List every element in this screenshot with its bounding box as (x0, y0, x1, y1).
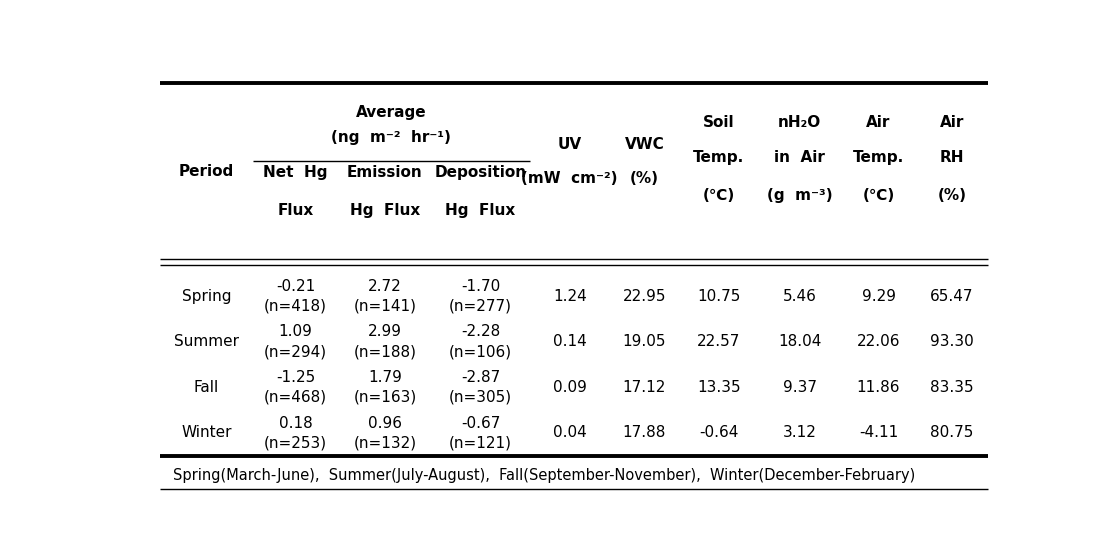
Text: 22.57: 22.57 (698, 334, 741, 349)
Text: (℃): (℃) (703, 189, 735, 203)
Text: UV: UV (558, 137, 582, 152)
Text: 18.04: 18.04 (779, 334, 822, 349)
Text: (℃): (℃) (863, 189, 895, 203)
Text: 2.72
(n=141): 2.72 (n=141) (354, 278, 416, 314)
Text: 1.79
(n=163): 1.79 (n=163) (354, 370, 417, 405)
Text: -1.25
(n=468): -1.25 (n=468) (264, 370, 327, 405)
Text: 9.29: 9.29 (862, 288, 896, 304)
Text: 3.12: 3.12 (783, 426, 816, 440)
Text: (%): (%) (630, 171, 659, 186)
Text: Summer: Summer (174, 334, 238, 349)
Text: 1.24: 1.24 (553, 288, 587, 304)
Text: Average: Average (356, 104, 427, 119)
Text: 1.09
(n=294): 1.09 (n=294) (264, 324, 327, 359)
Text: Temp.: Temp. (853, 150, 904, 165)
Text: -0.64: -0.64 (699, 426, 739, 440)
Text: 65.47: 65.47 (930, 288, 974, 304)
Text: -0.67
(n=121): -0.67 (n=121) (449, 416, 512, 450)
Text: (mW  cm⁻²): (mW cm⁻²) (521, 171, 618, 186)
Text: 80.75: 80.75 (930, 426, 974, 440)
Text: 0.04: 0.04 (553, 426, 587, 440)
Text: -4.11: -4.11 (859, 426, 898, 440)
Text: 5.46: 5.46 (783, 288, 816, 304)
Text: Air: Air (866, 116, 891, 131)
Text: 19.05: 19.05 (622, 334, 667, 349)
Text: (g  m⁻³): (g m⁻³) (767, 189, 833, 203)
Text: -0.21
(n=418): -0.21 (n=418) (264, 278, 327, 314)
Text: -1.70
(n=277): -1.70 (n=277) (449, 278, 512, 314)
Text: -2.87
(n=305): -2.87 (n=305) (449, 370, 512, 405)
Text: 0.96
(n=132): 0.96 (n=132) (354, 416, 417, 450)
Text: 22.95: 22.95 (622, 288, 667, 304)
Text: 9.37: 9.37 (783, 380, 816, 395)
Text: 2.99
(n=188): 2.99 (n=188) (354, 324, 416, 359)
Text: (%): (%) (937, 189, 967, 203)
Text: Soil: Soil (703, 116, 734, 131)
Text: Spring: Spring (182, 288, 231, 304)
Text: Temp.: Temp. (693, 150, 744, 165)
Text: Fall: Fall (194, 380, 218, 395)
Text: 11.86: 11.86 (857, 380, 901, 395)
Text: in  Air: in Air (774, 150, 825, 165)
Text: Period: Period (179, 163, 234, 179)
Text: 93.30: 93.30 (930, 334, 974, 349)
Text: RH: RH (939, 150, 965, 165)
Text: 10.75: 10.75 (698, 288, 741, 304)
Text: 22.06: 22.06 (857, 334, 901, 349)
Text: 83.35: 83.35 (930, 380, 974, 395)
Text: Spring(March-June),  Summer(July-August),  Fall(September-November),  Winter(Dec: Spring(March-June), Summer(July-August),… (173, 469, 915, 483)
Text: (ng  m⁻²  hr⁻¹): (ng m⁻² hr⁻¹) (332, 131, 451, 145)
Text: Hg  Flux: Hg Flux (349, 204, 420, 218)
Text: 0.09: 0.09 (552, 380, 587, 395)
Text: 13.35: 13.35 (698, 380, 741, 395)
Text: -2.28
(n=106): -2.28 (n=106) (449, 324, 512, 359)
Text: 17.12: 17.12 (622, 380, 667, 395)
Text: Flux: Flux (277, 204, 314, 218)
Text: Deposition: Deposition (435, 165, 527, 180)
Text: 17.88: 17.88 (622, 426, 667, 440)
Text: Air: Air (940, 116, 964, 131)
Text: Net  Hg: Net Hg (263, 165, 328, 180)
Text: Winter: Winter (181, 426, 232, 440)
Text: Emission: Emission (347, 165, 423, 180)
Text: 0.14: 0.14 (553, 334, 587, 349)
Text: nH₂O: nH₂O (779, 116, 822, 131)
Text: 0.18
(n=253): 0.18 (n=253) (264, 416, 327, 450)
Text: VWC: VWC (624, 137, 664, 152)
Text: Hg  Flux: Hg Flux (446, 204, 516, 218)
